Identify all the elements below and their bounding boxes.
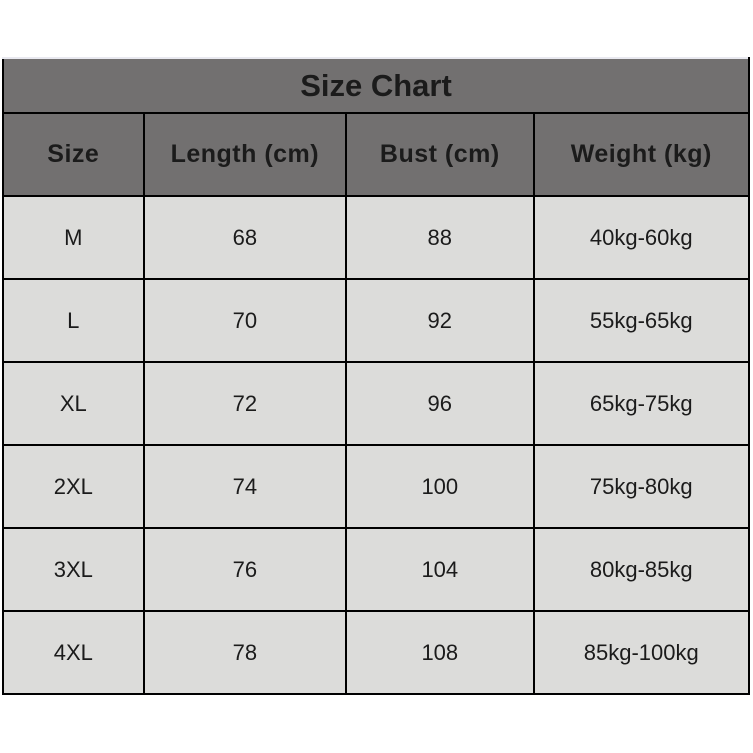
cell-weight: 40kg-60kg <box>532 195 751 280</box>
cell-size: 4XL <box>2 610 145 695</box>
table-row: M 68 88 40kg-60kg <box>2 195 751 280</box>
column-header-size: Size <box>2 112 145 197</box>
cell-weight: 75kg-80kg <box>532 444 751 529</box>
chart-title: Size Chart <box>2 57 750 114</box>
cell-length: 74 <box>142 444 348 529</box>
cell-size: XL <box>2 361 145 446</box>
cell-weight: 65kg-75kg <box>532 361 751 446</box>
cell-weight: 55kg-65kg <box>532 278 751 363</box>
table-row: 3XL 76 104 80kg-85kg <box>2 527 751 612</box>
cell-size: M <box>2 195 145 280</box>
header-row: Size Length (cm) Bust (cm) Weight (kg) <box>2 112 751 197</box>
cell-bust: 108 <box>345 610 535 695</box>
cell-size: 3XL <box>2 527 145 612</box>
column-header-bust: Bust (cm) <box>345 112 535 197</box>
column-header-length: Length (cm) <box>142 112 348 197</box>
cell-length: 68 <box>142 195 348 280</box>
cell-length: 72 <box>142 361 348 446</box>
size-chart-table: Size Chart Size Length (cm) Bust (cm) We… <box>2 57 751 695</box>
cell-bust: 92 <box>345 278 535 363</box>
cell-weight: 85kg-100kg <box>532 610 751 695</box>
cell-bust: 104 <box>345 527 535 612</box>
column-header-weight: Weight (kg) <box>532 112 751 197</box>
title-row: Size Chart <box>2 57 750 114</box>
cell-length: 76 <box>142 527 348 612</box>
cell-length: 78 <box>142 610 348 695</box>
cell-size: 2XL <box>2 444 145 529</box>
table-row: 2XL 74 100 75kg-80kg <box>2 444 751 529</box>
cell-bust: 100 <box>345 444 535 529</box>
cell-bust: 96 <box>345 361 535 446</box>
table-row: 4XL 78 108 85kg-100kg <box>2 610 751 695</box>
cell-weight: 80kg-85kg <box>532 527 751 612</box>
table-row: L 70 92 55kg-65kg <box>2 278 751 363</box>
cell-length: 70 <box>142 278 348 363</box>
cell-bust: 88 <box>345 195 535 280</box>
cell-size: L <box>2 278 145 363</box>
table-row: XL 72 96 65kg-75kg <box>2 361 751 446</box>
